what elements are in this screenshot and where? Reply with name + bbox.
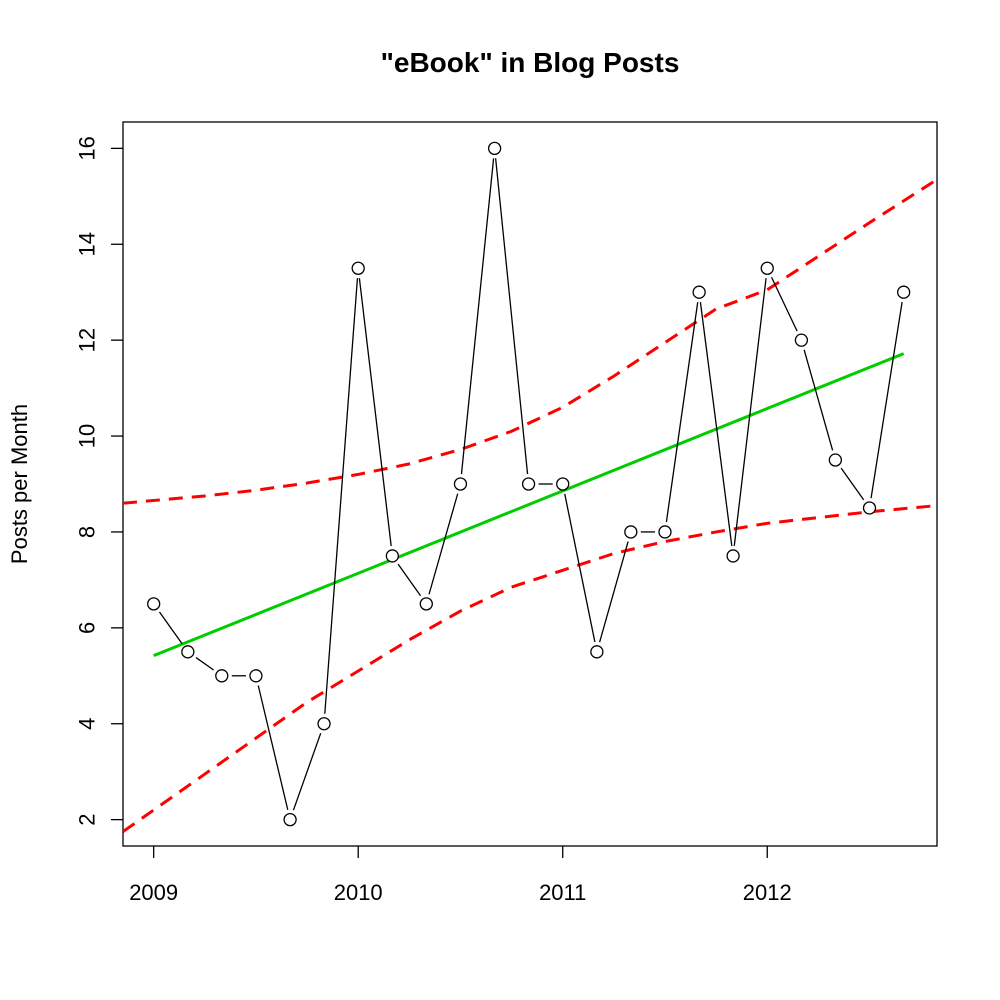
y-tick-label: 4 (75, 718, 100, 730)
series-segment (840, 467, 865, 501)
plot-frame (122, 121, 938, 847)
data-point (453, 477, 468, 491)
series-segment (358, 278, 392, 547)
data-point (760, 261, 774, 275)
data-point (556, 477, 570, 491)
data-point (726, 549, 740, 563)
series-segment (324, 278, 359, 714)
series-segment (158, 611, 183, 645)
data-point (181, 645, 195, 659)
series-segment (292, 732, 322, 811)
plot-content (123, 141, 937, 833)
data-point (283, 812, 297, 827)
upper-band-line (123, 178, 937, 505)
series-segment (460, 158, 495, 475)
data-point (658, 525, 672, 539)
series-segment (494, 158, 529, 475)
y-tick-label: 16 (75, 136, 100, 160)
lower-band-line (123, 504, 937, 833)
data-point (317, 717, 331, 731)
data-point (590, 645, 604, 659)
series-segment (564, 493, 596, 643)
y-tick-label: 10 (75, 424, 100, 448)
y-tick-label: 2 (75, 814, 100, 826)
series-segment (870, 301, 903, 499)
data-point (828, 453, 843, 467)
series-segment (428, 493, 459, 595)
data-point (692, 285, 706, 299)
x-tick-label: 2012 (743, 880, 792, 905)
data-point (215, 669, 229, 683)
data-point (419, 597, 433, 611)
data-point (147, 597, 161, 611)
series-segment (397, 563, 422, 597)
data-point (794, 333, 809, 347)
data-point (351, 261, 365, 275)
chart-title: "eBook" in Blog Posts (381, 47, 680, 78)
data-point (385, 549, 400, 563)
y-tick-label: 6 (75, 622, 100, 634)
y-tick-label: 8 (75, 526, 100, 538)
y-tick-label: 14 (75, 232, 100, 256)
x-tick-label: 2010 (334, 880, 383, 905)
plot-area: 2009 2010 2011 2012 2 4 6 8 10 12 14 16 (75, 121, 938, 905)
series-segment (803, 349, 834, 451)
series-segment (699, 302, 733, 547)
x-tick-label: 2011 (539, 880, 586, 905)
data-point (249, 669, 263, 683)
series-segment (195, 657, 214, 671)
data-point (862, 501, 877, 515)
series-segment (733, 278, 767, 547)
data-point (624, 525, 638, 539)
series-segment (770, 276, 798, 332)
data-point (897, 285, 911, 299)
trend-line (153, 352, 905, 658)
data-point (487, 141, 502, 156)
x-tick-label: 2009 (129, 880, 178, 905)
series-segment (665, 302, 699, 523)
series-segment (257, 685, 289, 811)
series-segment (598, 541, 629, 643)
y-tick-label: 12 (75, 328, 100, 352)
y-axis-label: Posts per Month (7, 404, 32, 564)
data-point (521, 477, 536, 491)
